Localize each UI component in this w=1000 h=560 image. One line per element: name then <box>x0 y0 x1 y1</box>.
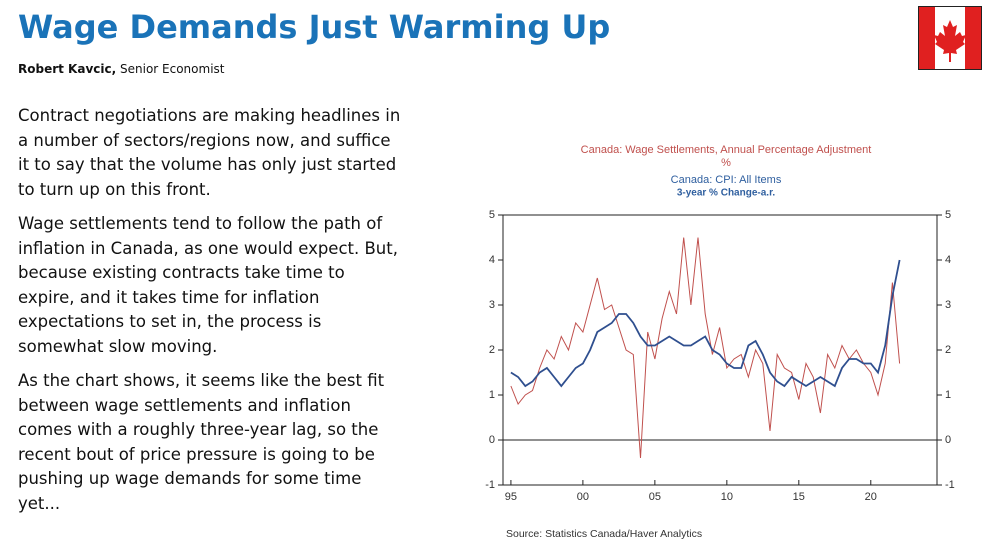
y-tick-label: 5 <box>489 209 495 221</box>
x-tick-label: 15 <box>793 491 805 503</box>
y-tick-label: 4 <box>489 254 495 266</box>
paragraph: As the chart shows, it seems like the be… <box>18 371 385 513</box>
x-tick-label: 05 <box>649 491 661 503</box>
author: Robert Kavcic, <box>18 62 117 76</box>
x-tick-label: 20 <box>865 491 877 503</box>
body-text: Contract negotiations are making headlin… <box>18 104 403 526</box>
byline: Robert Kavcic, Senior Economist <box>18 62 224 76</box>
series-line <box>510 259 901 388</box>
series-title: Canada: CPI: All Items <box>671 174 782 186</box>
series-unit: % <box>721 157 731 169</box>
series-title: Canada: Wage Settlements, Annual Percent… <box>581 144 872 156</box>
paragraph: Wage settlements tend to follow the path… <box>18 214 398 356</box>
y2-tick-label: -1 <box>945 479 955 491</box>
y-tick-label: 3 <box>489 299 495 311</box>
y-tick-label: 1 <box>489 389 495 401</box>
chart: Canada: Wage Settlements, Annual Percent… <box>485 144 955 540</box>
y2-tick-label: 3 <box>945 299 951 311</box>
y-tick-label: 2 <box>489 344 495 356</box>
y2-tick-label: 5 <box>945 209 951 221</box>
x-tick-label: 10 <box>721 491 733 503</box>
y2-tick-label: 2 <box>945 344 951 356</box>
y-tick-label: 0 <box>489 434 495 446</box>
paragraph: Contract negotiations are making headlin… <box>18 106 401 199</box>
y-tick-label: -1 <box>485 479 495 491</box>
y2-tick-label: 1 <box>945 389 951 401</box>
role: Senior Economist <box>120 62 225 76</box>
y2-tick-label: 4 <box>945 254 951 266</box>
title: Wage Demands Just Warming Up <box>18 8 611 46</box>
series-unit: 3-year % Change-a.r. <box>677 188 776 199</box>
x-tick-label: 00 <box>577 491 589 503</box>
x-tick-label: 95 <box>505 491 517 503</box>
flag <box>918 6 982 70</box>
y2-tick-label: 0 <box>945 434 951 446</box>
series-line <box>510 237 901 459</box>
source: Source: Statistics Canada/Haver Analytic… <box>506 528 702 540</box>
